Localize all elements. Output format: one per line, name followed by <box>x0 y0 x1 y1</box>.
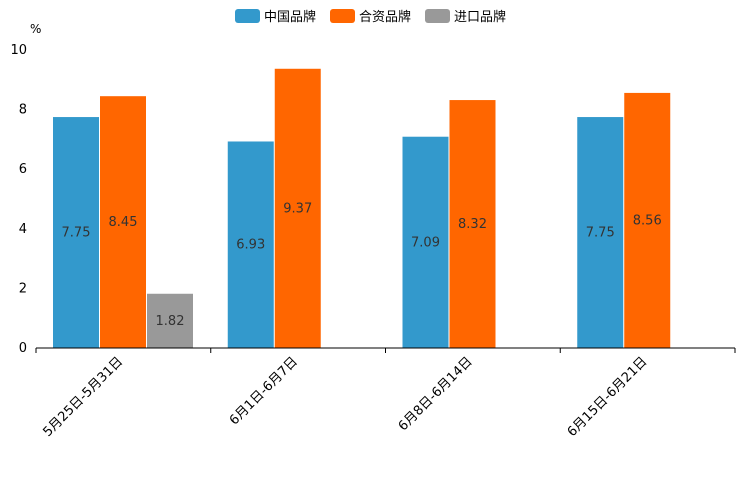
legend: 中国品牌 合资品牌 进口品牌 <box>235 9 506 25</box>
bar <box>100 96 146 348</box>
bar <box>402 136 449 348</box>
x-category-label: 6月8日-6月14日 <box>396 354 476 434</box>
x-category-label: 6月1日-6月7日 <box>227 354 301 428</box>
y-tick-label: 6 <box>19 162 27 177</box>
y-tick-label: 2 <box>19 281 27 296</box>
y-axis-unit: % <box>30 22 41 36</box>
bar <box>274 68 321 349</box>
legend-label: 合资品牌 <box>359 9 411 25</box>
bar <box>449 100 496 349</box>
bars: 7.75 8.45 1.82 6.93 9.37 7.09 8.32 7.75 8.56 <box>53 68 671 349</box>
legend-swatch <box>235 9 260 23</box>
bar-value-label: 8.45 <box>109 215 138 230</box>
bar-value-label: 7.75 <box>586 226 615 241</box>
bar-value-label: 7.75 <box>62 226 91 241</box>
legend-label: 进口品牌 <box>454 9 506 25</box>
bar-value-label: 9.37 <box>283 201 312 216</box>
x-category-label: 5月25日-5月31日 <box>40 354 126 440</box>
legend-swatch <box>425 9 450 23</box>
x-axis: 5月25日-5月31日 6月1日-6月7日 6月8日-6月14日 6月15日-6月21… <box>35 347 736 440</box>
legend-label: 中国品牌 <box>264 9 316 25</box>
bar-value-label: 1.82 <box>156 314 185 329</box>
bar-value-label: 7.09 <box>411 235 440 250</box>
bar <box>577 117 624 348</box>
legend-item[interactable]: 合资品牌 <box>330 9 411 25</box>
bar <box>147 293 193 348</box>
bar <box>624 92 671 348</box>
y-tick-label: 4 <box>19 222 27 237</box>
y-axis: 0 2 4 6 8 10 <box>10 43 27 356</box>
bar-value-label: 6.93 <box>236 238 265 253</box>
bar <box>53 117 99 348</box>
bar-value-label: 8.32 <box>458 217 487 232</box>
bar-value-label: 8.56 <box>633 213 662 228</box>
y-tick-label: 10 <box>10 43 27 58</box>
bar <box>227 141 274 348</box>
x-category-label: 6月15日-6月21日 <box>565 354 651 440</box>
legend-item[interactable]: 进口品牌 <box>425 9 506 25</box>
legend-item[interactable]: 中国品牌 <box>235 9 316 25</box>
y-tick-label: 0 <box>19 341 27 356</box>
legend-swatch <box>330 9 355 23</box>
y-tick-label: 8 <box>19 103 27 118</box>
